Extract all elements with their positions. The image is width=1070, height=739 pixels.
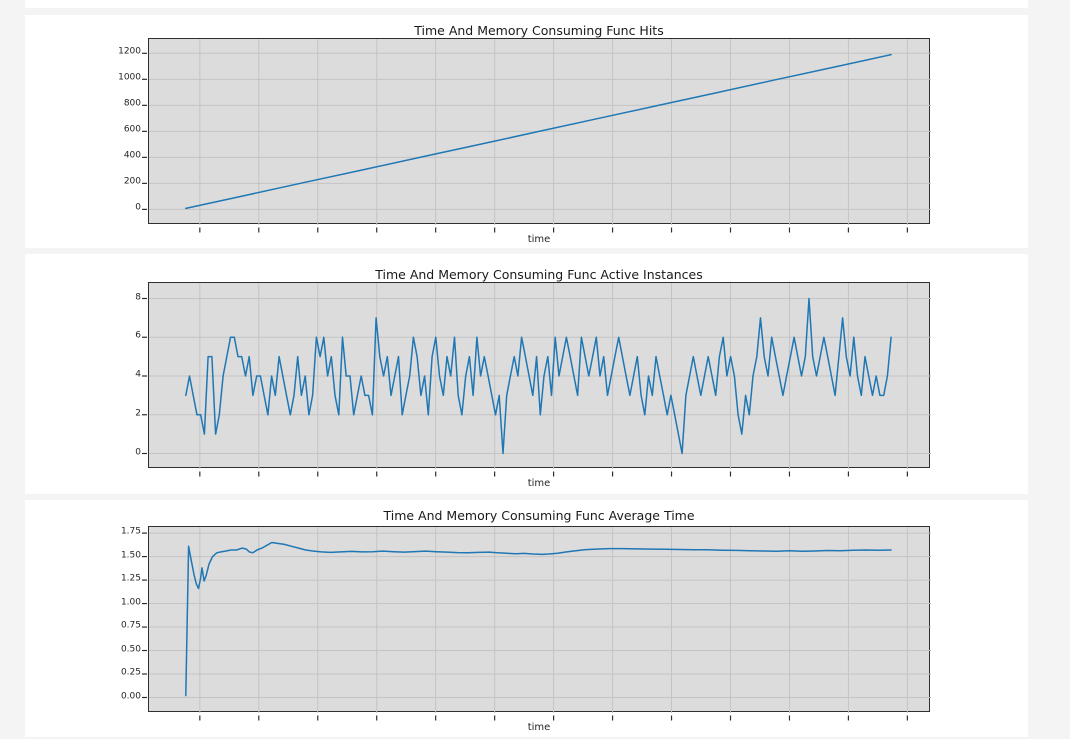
y-tick-label: 0.50	[120, 644, 141, 655]
hits-line-chart	[142, 39, 931, 233]
average-time-chart-card: Time And Memory Consuming Func Average T…	[25, 500, 1028, 737]
y-tick-label: 8	[135, 292, 141, 302]
y-tick-label: 0	[135, 447, 141, 457]
hits-y-tick-labels: 0 200 400 600 800 1000 1200	[25, 38, 141, 224]
average-time-chart-title: Time And Memory Consuming Func Average T…	[383, 508, 695, 523]
y-tick-label: 4	[135, 369, 141, 380]
x-axis-label-partial: time	[148, 0, 930, 2]
y-tick-label: 2	[135, 408, 141, 419]
y-tick-label: 0.25	[120, 667, 141, 678]
average-time-line-chart	[142, 527, 931, 721]
active-instances-y-tick-labels: 0 2 4 6 8	[25, 282, 141, 468]
hits-chart-title: Time And Memory Consuming Func Hits	[414, 23, 664, 38]
average-time-y-tick-labels: 0.00 0.25 0.50 0.75 1.00 1.25 1.50 1.75	[25, 526, 141, 712]
hits-plot-area	[142, 38, 931, 233]
y-tick-label: 200	[123, 176, 141, 187]
hits-x-axis-label: time	[527, 234, 551, 245]
y-tick-label: 800	[123, 98, 141, 109]
y-tick-label: 1.25	[120, 573, 141, 584]
y-tick-label: 1.50	[120, 550, 141, 561]
active-instances-chart-card: Time And Memory Consuming Func Active In…	[25, 254, 1028, 494]
data-line	[185, 297, 892, 455]
y-tick-label: 6	[135, 330, 141, 341]
average-time-x-axis-label: time	[527, 722, 551, 733]
y-tick-label: 1.75	[120, 526, 141, 537]
y-tick-label: 0	[135, 202, 141, 213]
average-time-plot-area	[142, 526, 931, 721]
active-instances-plot-area	[142, 282, 931, 477]
y-tick-label: 1.00	[120, 597, 141, 608]
active-instances-x-axis-label: time	[527, 478, 551, 489]
hits-chart-card: Time And Memory Consuming Func Hits 0 200…	[25, 15, 1028, 248]
data-line	[185, 53, 892, 210]
y-tick-label: 400	[123, 150, 141, 161]
y-tick-label: 1000	[118, 72, 141, 83]
y-tick-label: 600	[123, 124, 141, 135]
y-tick-label: 0.75	[120, 620, 141, 631]
active-instances-chart-title: Time And Memory Consuming Func Active In…	[375, 267, 703, 282]
y-tick-label: 1200	[118, 46, 141, 57]
active-instances-line-chart	[142, 283, 931, 477]
y-tick-label: 0.00	[120, 691, 141, 701]
partial-chart-card-above: time	[25, 0, 1028, 8]
data-line	[185, 541, 892, 697]
